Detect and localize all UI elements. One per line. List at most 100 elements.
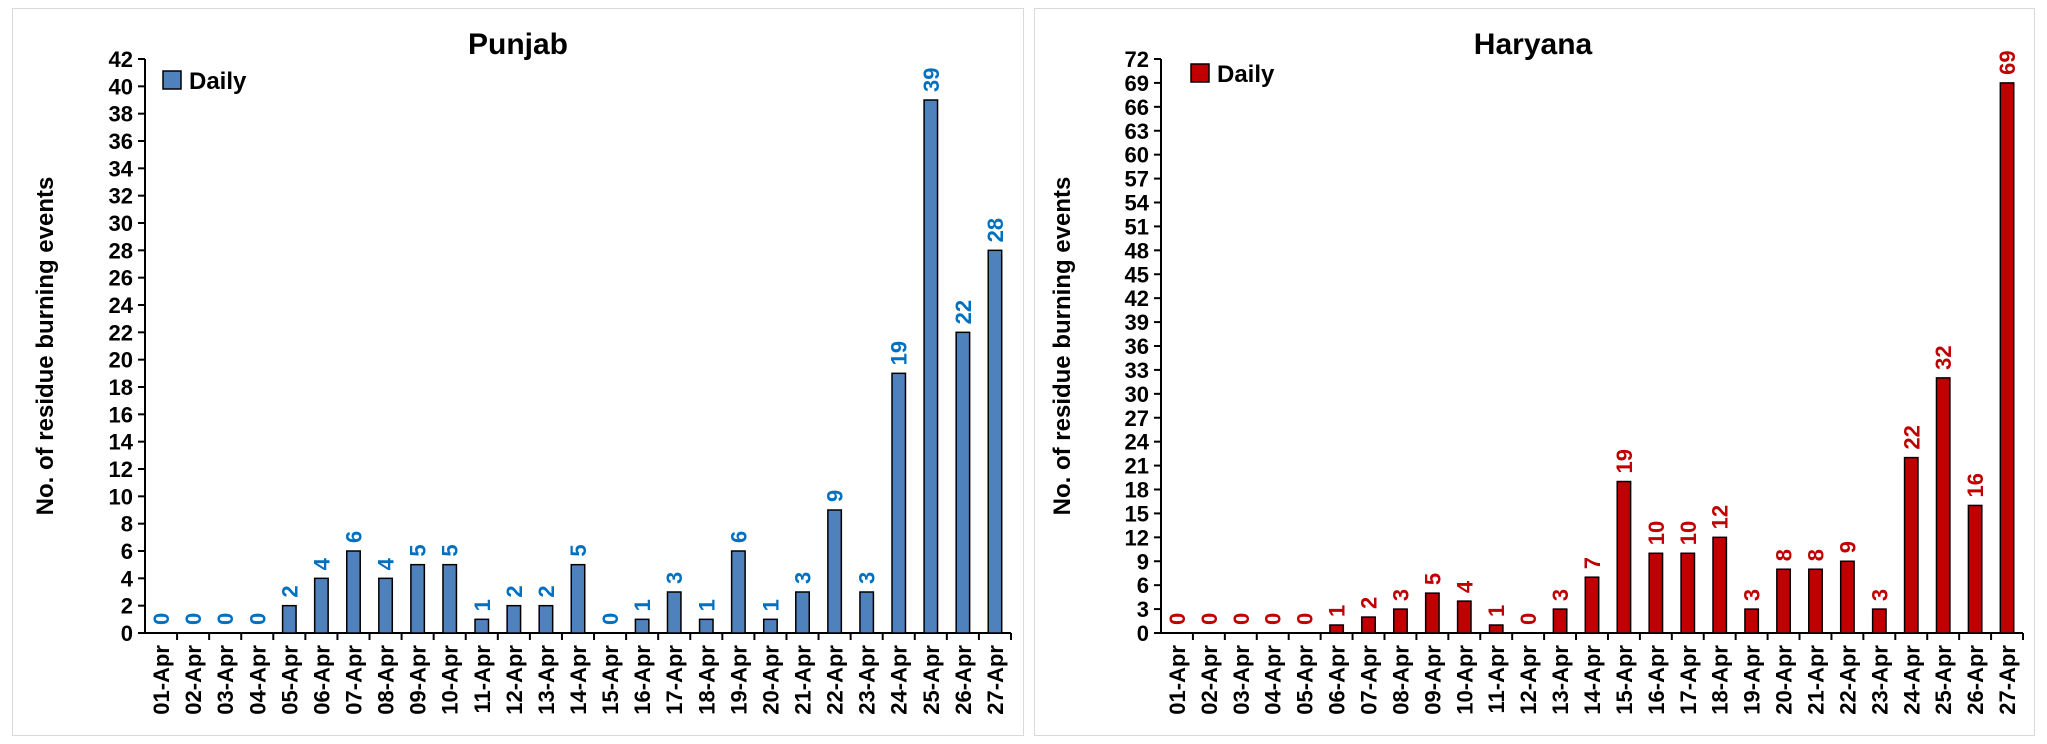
x-tick-label: 14-Apr bbox=[566, 645, 591, 715]
data-label: 28 bbox=[983, 218, 1008, 242]
data-label: 1 bbox=[1325, 605, 1350, 617]
bar bbox=[730, 550, 746, 634]
y-axis-label: No. of residue burning events bbox=[1049, 177, 1076, 516]
data-label: 1 bbox=[758, 599, 783, 611]
data-label: 19 bbox=[1612, 449, 1637, 473]
data-label: 2 bbox=[277, 585, 302, 597]
x-tick-label: 05-Apr bbox=[277, 645, 302, 715]
y-tick-label: 69 bbox=[1125, 71, 1149, 96]
x-tick-label: 02-Apr bbox=[181, 645, 206, 715]
bar bbox=[1488, 624, 1504, 634]
data-label: 0 bbox=[598, 613, 623, 625]
y-tick-label: 2 bbox=[121, 594, 133, 619]
y-tick-label: 12 bbox=[1125, 525, 1149, 550]
y-tick-label: 34 bbox=[109, 156, 134, 181]
y-tick-label: 12 bbox=[109, 457, 133, 482]
bar bbox=[538, 604, 554, 634]
data-label: 2 bbox=[1357, 597, 1382, 609]
data-label: 9 bbox=[1835, 541, 1860, 553]
data-label: 32 bbox=[1931, 345, 1956, 369]
y-tick-label: 14 bbox=[109, 430, 134, 455]
y-tick-label: 30 bbox=[109, 211, 133, 236]
bar bbox=[1456, 600, 1472, 634]
y-tick-label: 45 bbox=[1125, 262, 1149, 287]
data-label: 0 bbox=[181, 613, 206, 625]
bar bbox=[1871, 608, 1887, 634]
data-label: 2 bbox=[502, 585, 527, 597]
data-label: 5 bbox=[438, 544, 463, 556]
y-tick-label: 57 bbox=[1125, 167, 1149, 192]
bar bbox=[1903, 456, 1919, 634]
x-tick-label: 16-Apr bbox=[630, 645, 655, 715]
y-axis-label: No. of residue burning events bbox=[32, 177, 59, 516]
data-label: 0 bbox=[213, 613, 238, 625]
data-label: 16 bbox=[1963, 473, 1988, 497]
data-label: 19 bbox=[887, 341, 912, 365]
data-label: 0 bbox=[1261, 613, 1286, 625]
bar bbox=[1424, 592, 1440, 634]
y-tick-label: 18 bbox=[1125, 478, 1149, 503]
bar bbox=[891, 372, 907, 634]
data-label: 10 bbox=[1676, 521, 1701, 545]
bar bbox=[410, 563, 426, 634]
bar bbox=[1712, 536, 1728, 634]
y-tick-label: 22 bbox=[109, 320, 133, 345]
data-label: 3 bbox=[1388, 589, 1413, 601]
data-label: 10 bbox=[1644, 521, 1669, 545]
data-label: 22 bbox=[1899, 425, 1924, 449]
data-label: 3 bbox=[1867, 589, 1892, 601]
y-tick-label: 66 bbox=[1125, 95, 1149, 120]
bar bbox=[506, 604, 522, 634]
bar bbox=[1967, 504, 1983, 634]
punjab-chart-panel: Punjab No. of residue burning events 0 2 4 6 8… bbox=[12, 8, 1024, 736]
x-tick-label: 24-Apr bbox=[887, 645, 912, 715]
y-tick-label: 8 bbox=[121, 512, 133, 537]
data-label: 3 bbox=[791, 572, 816, 584]
x-tick-label: 25-Apr bbox=[1931, 645, 1956, 715]
data-label: 39 bbox=[919, 68, 944, 92]
data-label: 0 bbox=[1516, 613, 1541, 625]
y-tick-label: 32 bbox=[109, 184, 133, 209]
bar bbox=[1839, 560, 1855, 634]
bar bbox=[1584, 576, 1600, 634]
x-tick-label: 12-Apr bbox=[502, 645, 527, 715]
x-tick-label: 26-Apr bbox=[1963, 645, 1988, 715]
y-tick-label: 36 bbox=[1125, 334, 1149, 359]
y-tick-label: 30 bbox=[1125, 382, 1149, 407]
x-tick-label: 08-Apr bbox=[374, 645, 399, 715]
data-label: 12 bbox=[1708, 505, 1733, 529]
x-tick-label: 18-Apr bbox=[1708, 645, 1733, 715]
y-tick-label: 51 bbox=[1125, 214, 1149, 239]
bar bbox=[281, 604, 297, 634]
data-label: 0 bbox=[1229, 613, 1254, 625]
y-tick-label: 27 bbox=[1125, 406, 1149, 431]
x-tick-label: 18-Apr bbox=[694, 645, 719, 715]
x-tick-label: 17-Apr bbox=[1676, 645, 1701, 715]
x-tick-label: 13-Apr bbox=[1548, 645, 1573, 715]
x-tick-label: 12-Apr bbox=[1516, 645, 1541, 715]
y-tick-label: 9 bbox=[1137, 549, 1149, 574]
data-label: 1 bbox=[694, 599, 719, 611]
data-label: 3 bbox=[662, 572, 687, 584]
x-tick-label: 06-Apr bbox=[309, 645, 334, 715]
y-tick-label: 6 bbox=[121, 539, 133, 564]
y-tick-label: 28 bbox=[109, 238, 133, 263]
bar bbox=[570, 563, 586, 634]
y-tick-label: 39 bbox=[1125, 310, 1149, 335]
legend-swatch bbox=[1190, 63, 1210, 83]
x-tick-label: 21-Apr bbox=[1803, 645, 1828, 715]
data-label: 8 bbox=[1803, 549, 1828, 561]
legend-label: Daily bbox=[1217, 61, 1275, 88]
x-tick-label: 07-Apr bbox=[1357, 645, 1382, 715]
x-tick-label: 02-Apr bbox=[1197, 645, 1222, 715]
y-tick-label: 60 bbox=[1125, 143, 1149, 168]
data-label: 6 bbox=[341, 531, 366, 543]
y-tick-label: 72 bbox=[1125, 47, 1149, 72]
y-tick-label: 63 bbox=[1125, 119, 1149, 144]
data-label: 3 bbox=[1548, 589, 1573, 601]
y-tick-label: 26 bbox=[109, 266, 133, 291]
x-tick-label: 03-Apr bbox=[213, 645, 238, 715]
bar bbox=[1361, 616, 1376, 634]
x-tick-label: 13-Apr bbox=[534, 645, 559, 715]
y-tick-label: 42 bbox=[1125, 286, 1149, 311]
